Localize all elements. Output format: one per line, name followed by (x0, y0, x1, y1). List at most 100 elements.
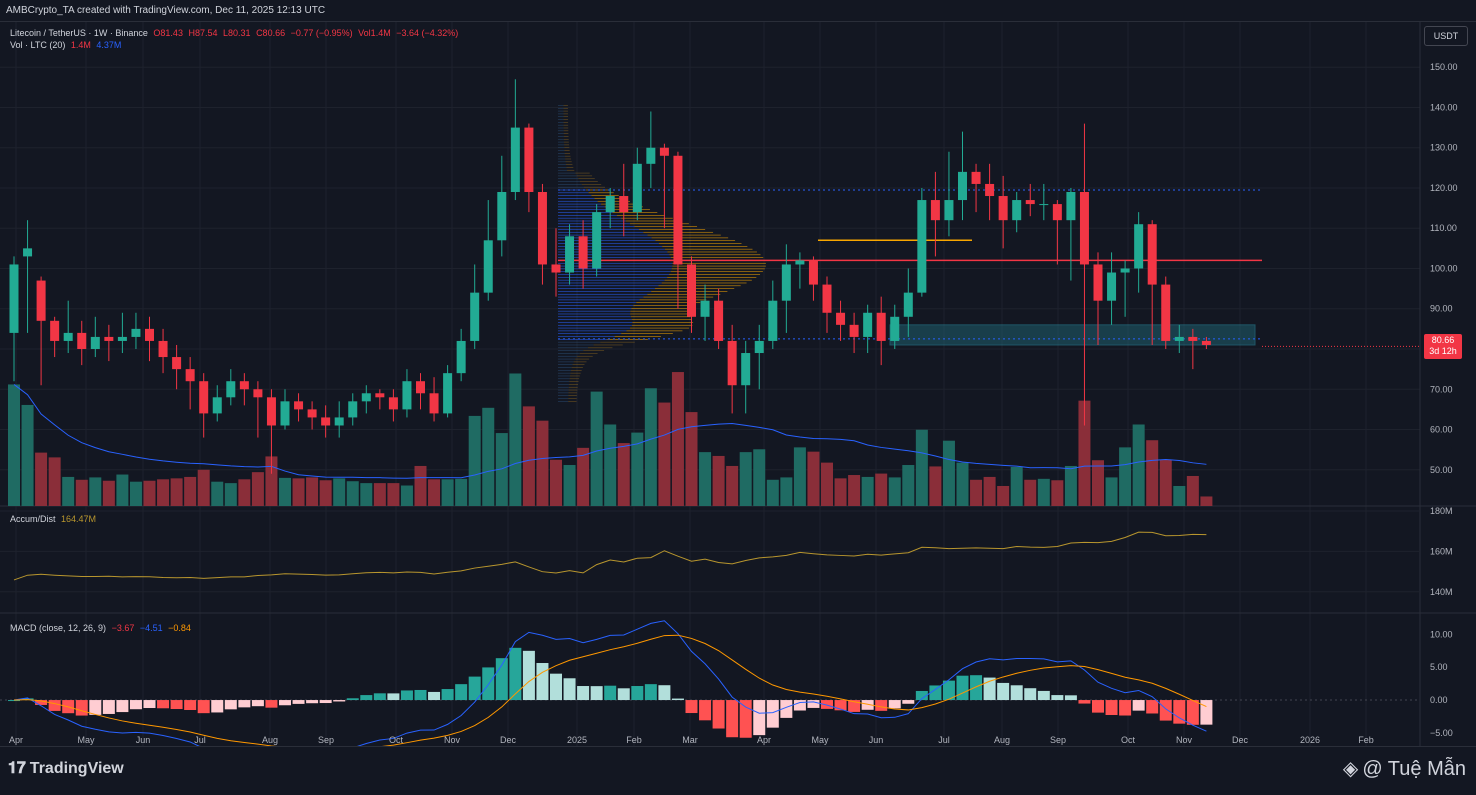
candle (402, 369, 412, 418)
profile-row-sell (667, 277, 757, 278)
volume-bar (279, 477, 291, 506)
profile-row-sell (568, 386, 578, 388)
profile-row-buy (558, 172, 576, 174)
candle-body (1039, 204, 1049, 206)
profile-row-buy (558, 175, 577, 177)
macd-histogram-bar (265, 700, 278, 708)
profile-row-sell (563, 124, 569, 126)
candle-body (307, 409, 317, 418)
volume-bar (129, 481, 142, 506)
x-tick-label: Jul (938, 735, 950, 745)
macd-histogram-bar (89, 700, 102, 715)
profile-row-buy (558, 308, 632, 309)
profile-row-buy (558, 217, 622, 219)
macd-histogram-bar (807, 700, 820, 708)
profile-row-sell (569, 381, 579, 382)
y-tick-label: 130.00 (1430, 143, 1458, 153)
profile-row-buy (558, 274, 670, 275)
macd-histogram-bar (414, 689, 427, 701)
candle-body (239, 381, 249, 390)
profile-row-buy (558, 212, 613, 213)
profile-row-buy (558, 215, 617, 216)
volume-bar (373, 483, 386, 506)
price-legend: Litecoin / TetherUS · 1W · Binance O81.4… (10, 28, 461, 38)
macd-histogram-bar (1064, 695, 1077, 701)
chart-canvas[interactable]: 150.00 140.00 130.00 120.00 110.00 100.00 90.0… (0, 22, 1476, 746)
profile-row-sell (565, 161, 572, 163)
candle-body (1174, 336, 1184, 341)
profile-row-sell (576, 175, 593, 177)
profile-row-buy (558, 285, 659, 287)
volume-bar (495, 433, 508, 506)
profile-row-sell (581, 184, 602, 185)
x-tick-label: Aug (262, 735, 278, 745)
volume-bar (333, 478, 346, 506)
macd-histogram-bar (1200, 700, 1213, 725)
profile-row-sell (575, 358, 590, 360)
candle (781, 244, 791, 333)
macd-histogram-bar (1159, 700, 1172, 721)
ohlc-low: L80.31 (223, 28, 251, 38)
macd-histogram-bar (211, 700, 224, 713)
candle-body (551, 264, 561, 273)
macd-histogram-bar (143, 700, 156, 709)
volume-bar (35, 452, 48, 506)
candle (1079, 123, 1089, 426)
profile-row-sell (630, 316, 691, 318)
candle-body (890, 316, 900, 341)
volume-bar (455, 478, 468, 506)
profile-row-sell (563, 116, 569, 118)
profile-row-buy (558, 169, 567, 171)
profile-row-sell (563, 122, 569, 123)
profile-row-buy (558, 330, 627, 332)
candle (253, 381, 263, 438)
candle (63, 300, 73, 354)
candle-body (958, 171, 967, 201)
volume-bar (1132, 424, 1145, 506)
candle-body (199, 381, 209, 414)
candle-body (944, 200, 954, 221)
candle (158, 328, 168, 374)
currency-button[interactable]: USDT (1424, 26, 1468, 46)
profile-row-sell (616, 215, 665, 216)
candle-body (1093, 264, 1103, 301)
candle (443, 365, 453, 418)
volume-bar (861, 476, 874, 506)
macd-histogram-bar (956, 675, 969, 701)
profile-row-sell (568, 401, 577, 402)
candle-body (1066, 192, 1076, 221)
macd-histogram-bar (1186, 700, 1199, 725)
volume-bar (224, 483, 237, 506)
volume-bar (915, 429, 928, 506)
macd-histogram-bar (550, 673, 562, 701)
volume-bar (793, 447, 806, 506)
candle-body (1201, 340, 1211, 345)
candle (890, 304, 900, 349)
last-price-label: 80.66 3d 12h (1424, 334, 1462, 359)
ad-title: Accum/Dist (10, 514, 56, 524)
profile-row-sell (658, 243, 742, 244)
diamond-icon: ◈ (1342, 758, 1359, 780)
profile-row-sell (575, 172, 590, 174)
volume-bars (8, 372, 1213, 506)
macd-histogram-bar (577, 686, 590, 701)
profile-row-buy (558, 220, 626, 222)
candle-body (849, 324, 859, 337)
profile-row-sell (563, 136, 569, 137)
profile-row-buy (558, 277, 668, 278)
profile-row-buy (558, 192, 589, 194)
profile-row-sell (633, 305, 696, 306)
candle-body (781, 264, 791, 301)
profile-row-buy (558, 339, 608, 340)
candle (1134, 212, 1144, 293)
tradingview-logo[interactable]: 𝟏𝟕 TradingView (8, 760, 124, 778)
profile-row-sell (630, 310, 690, 312)
candle-body (1079, 192, 1089, 265)
candle-body (497, 192, 507, 241)
candle-body (388, 397, 398, 410)
profile-row-sell (570, 372, 581, 374)
volume-bar (157, 479, 170, 506)
author-watermark: ◈ @ Tuệ Mẫn (1342, 758, 1466, 780)
ad-legend: Accum/Dist 164.47M (10, 514, 99, 524)
volume-bar (1092, 460, 1104, 506)
